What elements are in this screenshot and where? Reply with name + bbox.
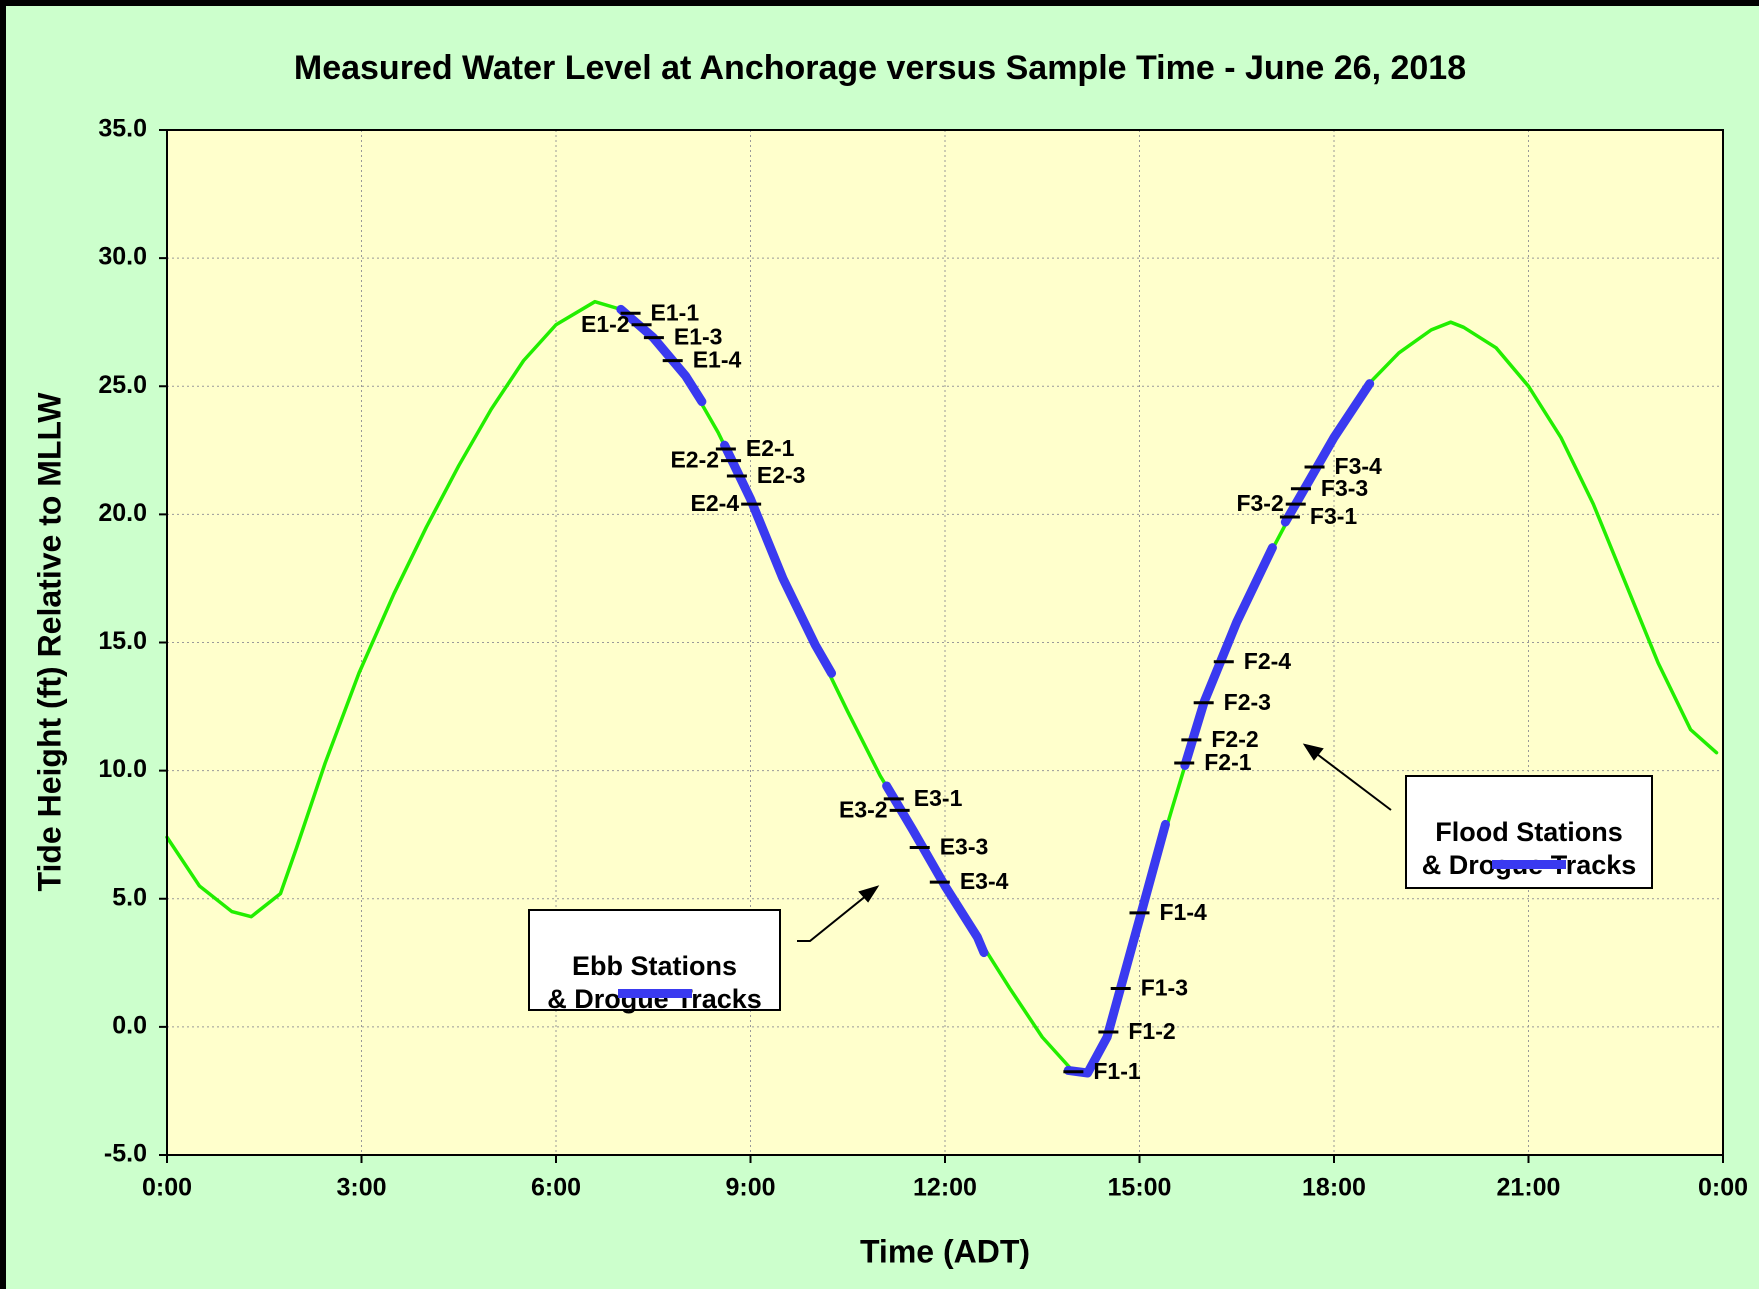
station-label: E1-2 [581,311,630,337]
y-tick-label: 20.0 [98,499,147,527]
station-label: F2-2 [1211,726,1258,752]
station-label: F3-3 [1321,475,1368,501]
station-label: E1-1 [651,299,700,325]
station-label: F2-4 [1244,648,1292,674]
legend-swatch [1492,860,1566,869]
station-label: E2-2 [670,447,719,473]
x-tick-label: 21:00 [1497,1174,1561,1202]
y-tick-label: 25.0 [98,371,147,399]
marks [165,299,1719,1078]
y-tick-label: 35.0 [98,115,147,143]
y-axis-label: Tide Height (ft) Relative to MLLW [31,392,67,892]
y-tick-label: 15.0 [98,627,147,655]
flood-legend: Flood Stations & Drogue Tracks [1405,775,1653,889]
x-tick-label: 12:00 [913,1174,977,1202]
legend-swatch [617,989,692,998]
station-label: E1-3 [674,324,723,350]
y-tick-label: 0.0 [112,1011,147,1039]
annotation-arrows [797,743,1392,942]
station-label: F1-2 [1128,1018,1175,1044]
station-label: E2-3 [757,462,806,488]
station-label: E2-1 [746,435,795,461]
station-label: F3-4 [1335,453,1383,479]
station-label: F3-2 [1236,490,1283,516]
ebb-arrowhead [858,885,880,903]
station-label: E2-4 [691,490,740,516]
y-tick-label: 30.0 [98,243,147,271]
x-axis-label: Time (ADT) [860,1233,1030,1269]
ebb-legend: Ebb Stations & Drogue Tracks [528,909,781,1014]
x-tick-label: 0:00 [1698,1174,1748,1202]
station-label: E1-4 [693,347,742,373]
station-label: F1-3 [1141,975,1188,1001]
station-label: E3-3 [940,834,989,860]
x-tick-label: 3:00 [336,1174,386,1202]
flood-arrowhead [1302,743,1324,761]
station-label: E3-1 [914,785,963,811]
station-label: F2-1 [1204,749,1252,775]
plot-border [166,129,1724,1156]
x-tick-label: 6:00 [531,1174,581,1202]
y-tick-label: 10.0 [98,755,147,783]
y-tick-label: 5.0 [112,883,147,911]
x-tick-label: 15:00 [1108,1174,1172,1202]
station-label: E3-4 [960,868,1009,894]
station-label: F2-3 [1224,689,1271,715]
legend-label: Ebb Stations & Drogue Tracks [547,951,762,1014]
ebb-arrow [797,886,878,942]
legend-label: Flood Stations & Drogue Tracks [1421,817,1637,880]
x-tick-label: 0:00 [142,1174,192,1202]
x-tick-label: 9:00 [725,1174,775,1202]
x-tick-label: 18:00 [1302,1174,1366,1202]
flood-arrow [1304,744,1392,811]
station-label: F1-1 [1093,1058,1141,1084]
station-label: F3-1 [1310,503,1358,529]
station-label: E3-2 [839,796,888,822]
chart-title: Measured Water Level at Anchorage versus… [294,49,1466,87]
station-label: F1-4 [1160,899,1208,925]
y-tick-label: -5.0 [104,1140,147,1168]
